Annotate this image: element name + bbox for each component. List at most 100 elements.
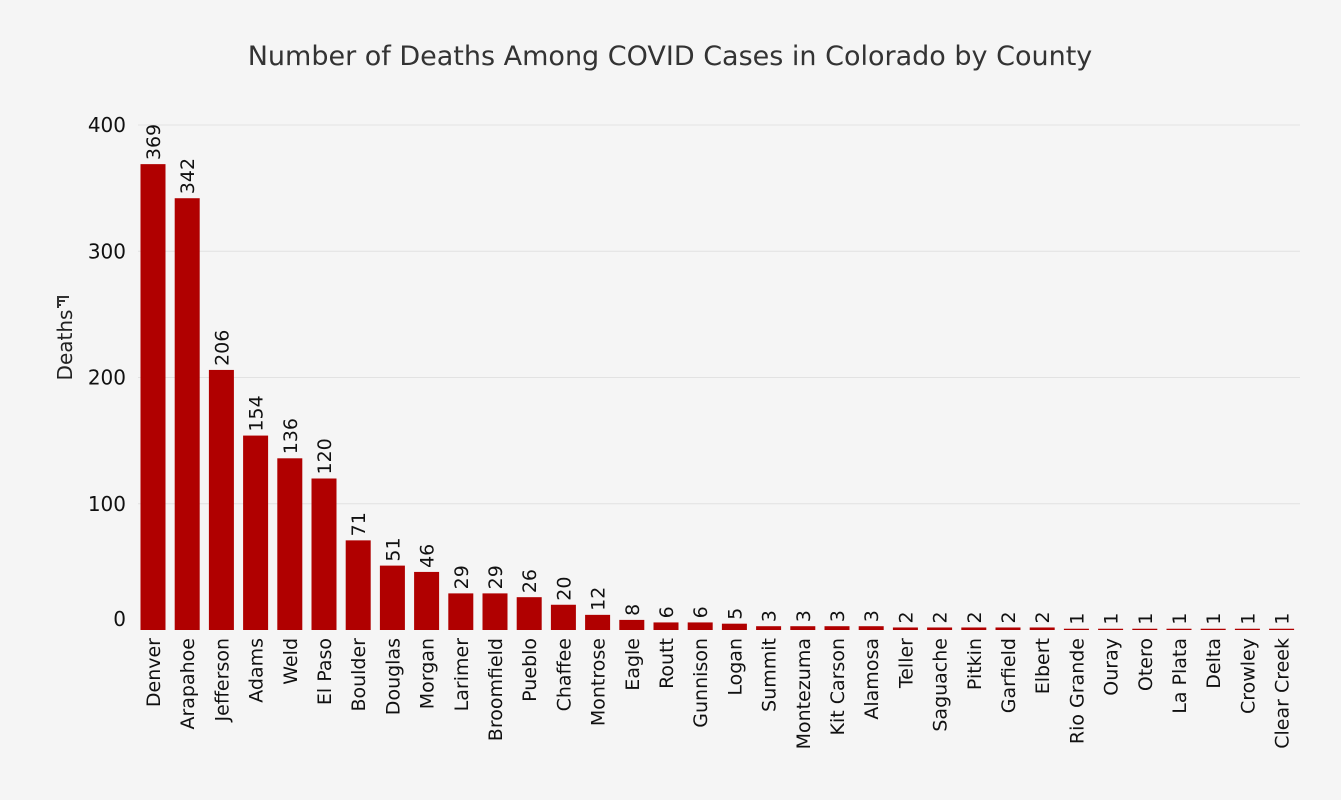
x-tick-label: Elbert bbox=[1032, 638, 1054, 694]
x-tick-label: Clear Creek bbox=[1272, 638, 1294, 749]
bar[interactable] bbox=[756, 626, 782, 630]
bar[interactable] bbox=[414, 571, 440, 630]
bar[interactable] bbox=[1063, 628, 1089, 630]
bar[interactable] bbox=[1166, 628, 1192, 630]
grid-lines bbox=[138, 124, 1300, 505]
bar[interactable] bbox=[516, 597, 542, 630]
bar[interactable] bbox=[585, 614, 611, 630]
bar[interactable] bbox=[1200, 628, 1226, 630]
bar[interactable] bbox=[619, 619, 645, 630]
bar[interactable] bbox=[1098, 628, 1124, 630]
bar[interactable] bbox=[345, 540, 371, 630]
y-axis-label: Deaths bbox=[53, 310, 77, 381]
chart-title: Number of Deaths Among COVID Cases in Co… bbox=[248, 41, 1093, 72]
x-tick-label: Summit bbox=[759, 638, 781, 712]
x-tick-label: Routt bbox=[656, 638, 678, 689]
bar[interactable] bbox=[790, 626, 816, 630]
x-tick-label: Pueblo bbox=[519, 638, 541, 702]
data-label: 120 bbox=[314, 438, 336, 474]
data-label: 154 bbox=[246, 395, 268, 431]
x-tick-label: Pitkin bbox=[964, 638, 986, 690]
bar[interactable] bbox=[550, 604, 576, 630]
x-tick-label: Broomfield bbox=[485, 638, 507, 741]
x-tick-label: Teller bbox=[895, 638, 917, 689]
data-label: 342 bbox=[177, 158, 199, 194]
data-label: 20 bbox=[553, 577, 575, 601]
x-tick-label: Montezuma bbox=[793, 638, 815, 749]
bar[interactable] bbox=[892, 627, 918, 630]
bar[interactable] bbox=[1132, 628, 1158, 630]
x-tick-label: Otero bbox=[1135, 638, 1157, 691]
sort-icon[interactable] bbox=[57, 296, 69, 308]
x-tick-label: Larimer bbox=[451, 638, 473, 712]
x-tick-label: Boulder bbox=[348, 638, 370, 712]
x-tick-label: Saguache bbox=[930, 638, 952, 732]
x-tick-label: Weld bbox=[280, 638, 302, 685]
data-label: 8 bbox=[622, 604, 644, 616]
x-tick-label: Denver bbox=[143, 638, 165, 707]
data-label: 206 bbox=[211, 330, 233, 366]
x-tick-label: Eagle bbox=[622, 638, 644, 691]
bar[interactable] bbox=[995, 627, 1021, 630]
data-label: 3 bbox=[759, 610, 781, 622]
data-label: 29 bbox=[451, 565, 473, 589]
bar[interactable] bbox=[140, 164, 166, 630]
bar[interactable] bbox=[1029, 627, 1055, 630]
data-label: 5 bbox=[724, 608, 746, 620]
x-tick-label: Rio Grande bbox=[1066, 638, 1088, 744]
bar[interactable] bbox=[379, 565, 405, 630]
x-tick-label: Alamosa bbox=[861, 638, 883, 720]
bar[interactable] bbox=[277, 458, 303, 630]
x-tick-label: El Paso bbox=[314, 638, 336, 705]
x-tick-label: Garfield bbox=[998, 638, 1020, 713]
bar[interactable] bbox=[961, 627, 987, 630]
bar[interactable] bbox=[824, 626, 850, 630]
data-label: 1 bbox=[1203, 613, 1225, 625]
x-axis-labels: Denver Arapahoe Jefferson Adams Weld El Paso B… bbox=[143, 638, 1294, 750]
y-tick-label: 200 bbox=[88, 366, 126, 390]
bar[interactable] bbox=[243, 435, 269, 630]
bar[interactable] bbox=[174, 198, 200, 630]
data-label: 71 bbox=[348, 512, 370, 536]
data-label: 2 bbox=[998, 611, 1020, 623]
bar[interactable] bbox=[927, 627, 953, 630]
y-tick-label: 300 bbox=[88, 239, 126, 263]
bar[interactable] bbox=[448, 593, 474, 630]
y-tick-label: 0 bbox=[113, 607, 126, 631]
data-label: 2 bbox=[930, 611, 952, 623]
data-label: 2 bbox=[895, 611, 917, 623]
bar[interactable] bbox=[858, 626, 884, 630]
bar[interactable] bbox=[687, 622, 713, 630]
data-label: 1 bbox=[1169, 613, 1191, 625]
data-label: 3 bbox=[861, 610, 883, 622]
bar[interactable] bbox=[311, 478, 337, 631]
bar[interactable] bbox=[1234, 628, 1260, 630]
x-tick-label: Morgan bbox=[417, 638, 439, 709]
data-label: 2 bbox=[1032, 611, 1054, 623]
x-tick-label: Kit Carson bbox=[827, 638, 849, 736]
data-label: 1 bbox=[1101, 613, 1123, 625]
data-label: 3 bbox=[793, 610, 815, 622]
data-label: 51 bbox=[382, 537, 404, 561]
x-tick-label: Ouray bbox=[1101, 638, 1123, 696]
data-label: 3 bbox=[827, 610, 849, 622]
data-label: 6 bbox=[690, 606, 712, 618]
x-tick-label: Delta bbox=[1203, 638, 1225, 689]
x-tick-label: La Plata bbox=[1169, 638, 1191, 714]
data-label: 46 bbox=[417, 544, 439, 568]
bar[interactable] bbox=[721, 623, 747, 630]
data-label: 1 bbox=[1066, 613, 1088, 625]
bar[interactable] bbox=[208, 369, 234, 630]
bar[interactable] bbox=[653, 622, 679, 630]
data-label: 29 bbox=[485, 565, 507, 589]
x-tick-label: Adams bbox=[246, 638, 268, 703]
bar[interactable] bbox=[482, 593, 508, 630]
data-label: 26 bbox=[519, 569, 541, 593]
bar[interactable] bbox=[1269, 628, 1295, 630]
data-label: 6 bbox=[656, 606, 678, 618]
x-tick-label: Chaffee bbox=[553, 638, 575, 711]
bars bbox=[140, 164, 1295, 631]
data-label: 1 bbox=[1135, 613, 1157, 625]
